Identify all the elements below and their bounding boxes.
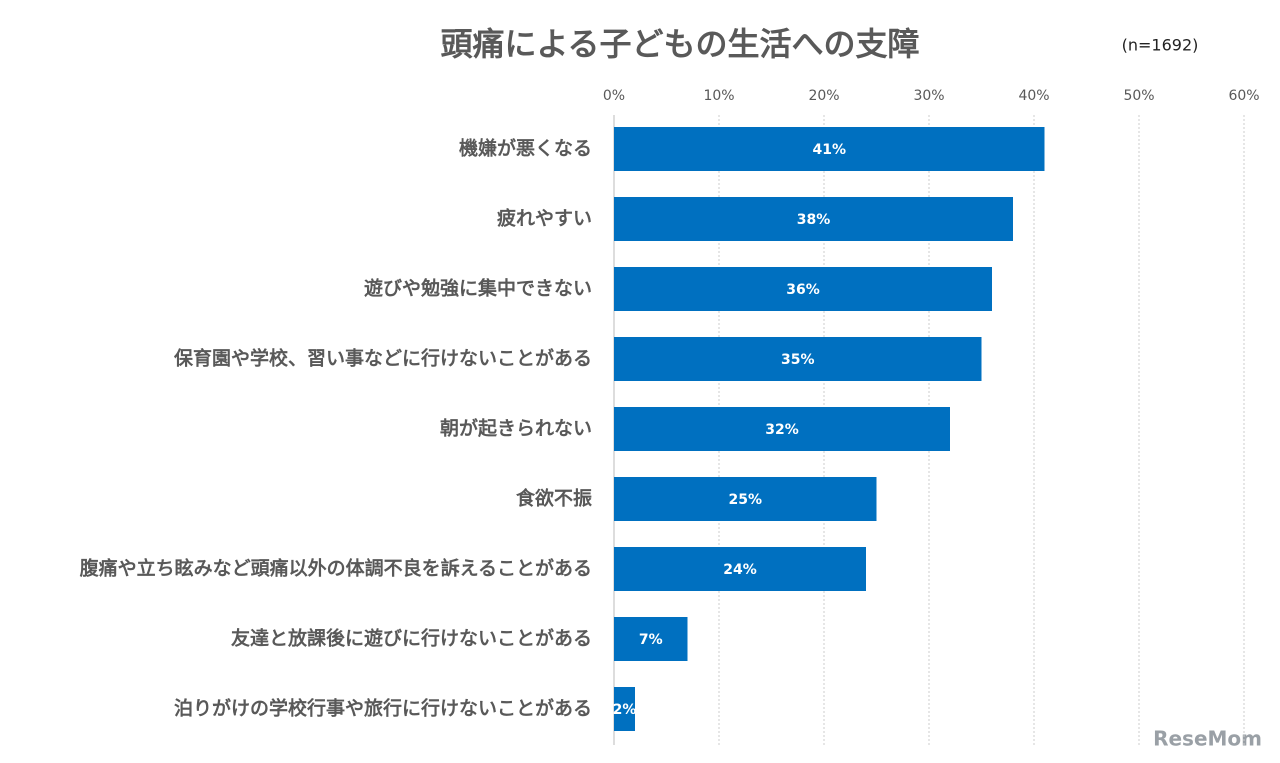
y-tick-label: 朝が起きられない (440, 417, 592, 440)
y-tick-label: 友達と放課後に遊びに行けないことがある (231, 627, 592, 650)
y-tick-label: 泊りがけの学校行事や旅行に行けないことがある (174, 697, 592, 720)
x-tick-label: 50% (1123, 88, 1154, 104)
y-tick-label: 疲れやすい (497, 207, 592, 230)
data-label: 35% (781, 352, 815, 368)
data-label: 2% (613, 702, 637, 718)
y-tick-label: 食欲不振 (516, 487, 592, 510)
bar (614, 197, 1013, 241)
bar (614, 337, 982, 381)
data-label: 38% (797, 212, 831, 228)
y-tick-label: 腹痛や立ち眩みなど頭痛以外の体調不良を訴えることがある (79, 557, 592, 580)
bar (614, 617, 688, 661)
watermark: ReseMom (1153, 727, 1262, 751)
bar (614, 267, 992, 311)
y-tick-label: 機嫌が悪くなる (459, 137, 592, 160)
data-label: 32% (765, 422, 799, 438)
data-label: 36% (786, 282, 820, 298)
y-tick-label: 遊びや勉強に集中できない (364, 277, 592, 300)
data-label: 24% (723, 562, 757, 578)
bar (614, 407, 950, 451)
bar (614, 687, 635, 731)
x-tick-label: 60% (1228, 88, 1259, 104)
data-label: 41% (812, 142, 846, 158)
data-label: 25% (728, 492, 762, 508)
x-tick-label: 10% (703, 88, 734, 104)
bar (614, 547, 866, 591)
chart-title: 頭痛による子どもの生活への支障 (440, 25, 919, 63)
x-tick-label: 30% (913, 88, 944, 104)
x-tick-label: 20% (808, 88, 839, 104)
sample-size: (n=1692) (1122, 36, 1199, 55)
data-label: 7% (639, 632, 663, 648)
x-tick-label: 40% (1018, 88, 1049, 104)
y-tick-label: 保育園や学校、習い事などに行けないことがある (173, 347, 592, 370)
bar (614, 477, 877, 521)
bar (614, 127, 1045, 171)
x-tick-label: 0% (603, 88, 625, 104)
